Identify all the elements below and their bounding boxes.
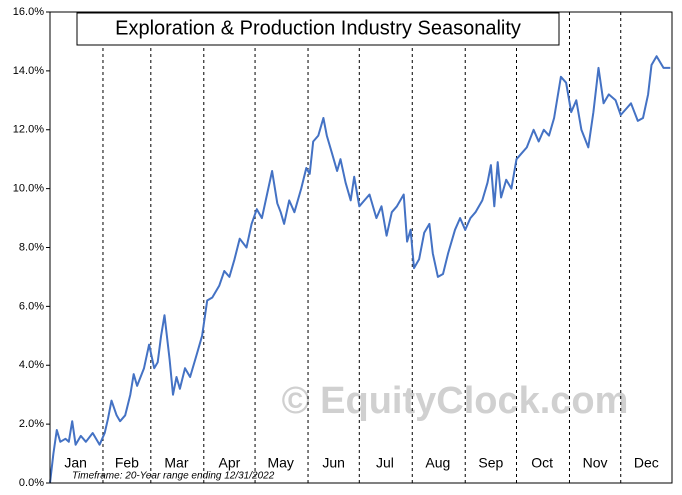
y-tick-label: 12.0% xyxy=(13,124,44,136)
y-tick-label: 16.0% xyxy=(13,6,44,18)
y-tick-label: 14.0% xyxy=(13,65,44,77)
x-tick-label: Sep xyxy=(478,455,503,471)
y-tick-label: 6.0% xyxy=(19,300,44,312)
plot-border xyxy=(49,11,673,484)
x-tick-label: Oct xyxy=(531,455,553,471)
y-tick-label: 0.0% xyxy=(19,477,44,489)
y-tick-label: 8.0% xyxy=(19,241,44,253)
note: Timeframe: 20-Year range ending 12/31/20… xyxy=(72,471,275,482)
x-tick-label: Dec xyxy=(634,455,659,471)
series-line xyxy=(49,55,671,484)
title-box xyxy=(76,12,560,46)
watermark: © EquityClock.com xyxy=(282,380,629,422)
x-tick-label: Aug xyxy=(425,455,450,471)
x-tick-label: May xyxy=(267,455,293,471)
x-tick-label: Nov xyxy=(583,455,608,471)
chart-title: Exploration & Production Industry Season… xyxy=(115,17,521,39)
x-tick-label: Feb xyxy=(115,455,139,471)
y-tick-label: 4.0% xyxy=(19,359,44,371)
x-tick-label: Mar xyxy=(164,455,188,471)
x-tick-label: Jan xyxy=(64,455,87,471)
x-tick-label: Apr xyxy=(219,455,241,471)
x-tick-label: Jun xyxy=(322,455,345,471)
y-tick-label: 10.0% xyxy=(13,183,44,195)
x-tick-label: Jul xyxy=(376,455,394,471)
y-tick-label: 2.0% xyxy=(19,418,44,430)
